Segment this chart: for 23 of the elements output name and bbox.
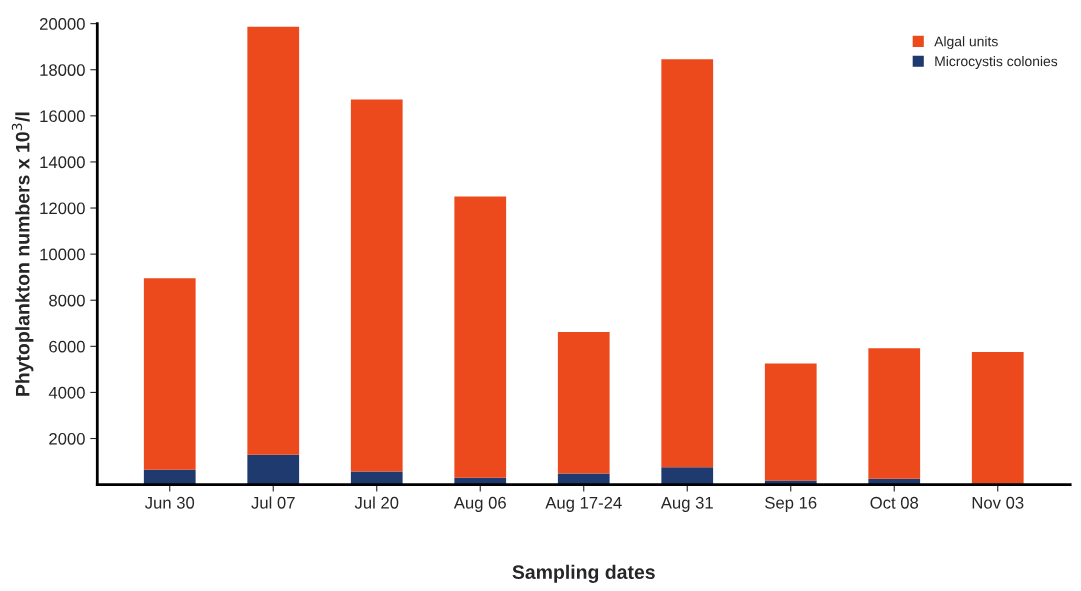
x-axis-title: Sampling dates xyxy=(512,564,655,583)
x-tick-label: Aug 31 xyxy=(660,496,713,512)
x-tick-label: Jun 30 xyxy=(144,496,195,509)
y-tick-label: 12000 xyxy=(40,202,85,215)
x-tick-label: Oct 08 xyxy=(870,496,919,509)
x-tick-label: Nov 03 xyxy=(972,496,1024,509)
y-tick-label: 6000 xyxy=(49,340,85,353)
x-tick-label: Jul 20 xyxy=(354,496,399,509)
y-tick-label: 18000 xyxy=(40,64,85,76)
y-tick-label: 14000 xyxy=(40,156,85,169)
y-tick-label: 16000 xyxy=(40,110,85,123)
y-tick-label: 8000 xyxy=(49,294,85,307)
x-tick-label: Jul 07 xyxy=(251,496,295,509)
y-tick-label: 4000 xyxy=(48,386,85,399)
y-tick-label: 2000 xyxy=(49,432,85,445)
legend-label: Microcystis colonies xyxy=(935,56,1058,69)
y-tick-label: 10000 xyxy=(40,248,85,261)
y-axis-title: Phytoplankton numbers x 10$^{3}$/l xyxy=(11,112,34,396)
legend-label: Algal units xyxy=(934,36,998,50)
x-tick-label: Sep 16 xyxy=(765,496,817,512)
y-tick-label: 20000 xyxy=(39,18,85,30)
x-tick-label: Aug 06 xyxy=(453,496,506,512)
x-tick-label: Aug 17-24 xyxy=(545,496,622,512)
